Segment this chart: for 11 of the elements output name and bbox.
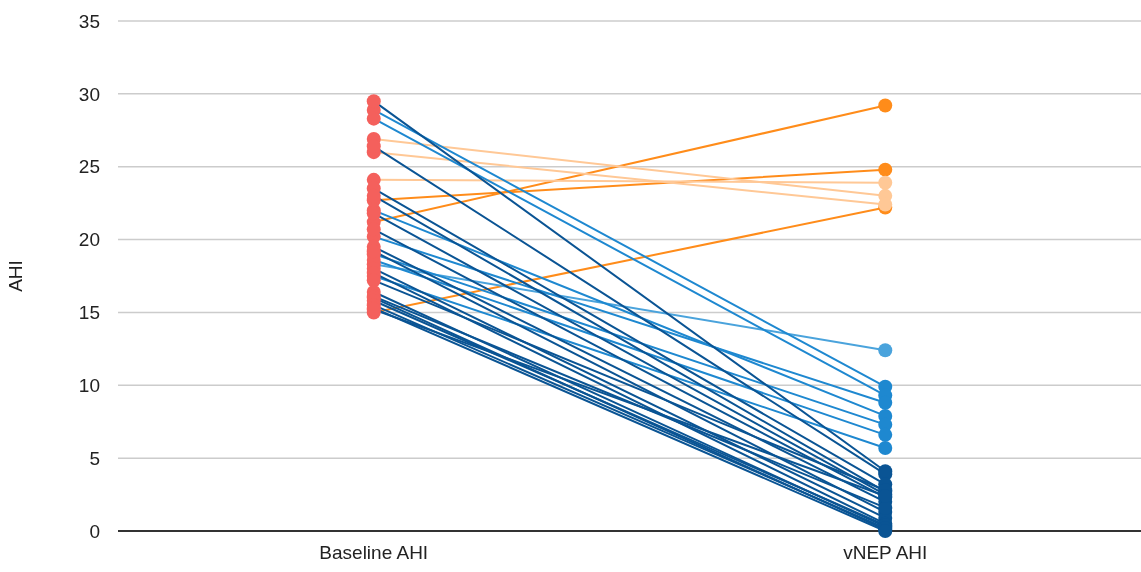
x-tick-label: vNEP AHI bbox=[843, 542, 928, 563]
y-tick-label: 25 bbox=[78, 156, 100, 178]
y-axis-title: AHI bbox=[5, 260, 26, 292]
y-tick-label: 0 bbox=[89, 520, 100, 542]
y-tick-label: 30 bbox=[78, 83, 100, 105]
y-tick-label: 10 bbox=[78, 374, 100, 396]
y-tick-label: 20 bbox=[78, 229, 100, 251]
y-tick-label: 35 bbox=[78, 10, 100, 32]
y-tick-label: 5 bbox=[89, 447, 100, 469]
y-tick-label: 15 bbox=[78, 302, 100, 324]
x-tick-label: Baseline AHI bbox=[319, 542, 429, 563]
